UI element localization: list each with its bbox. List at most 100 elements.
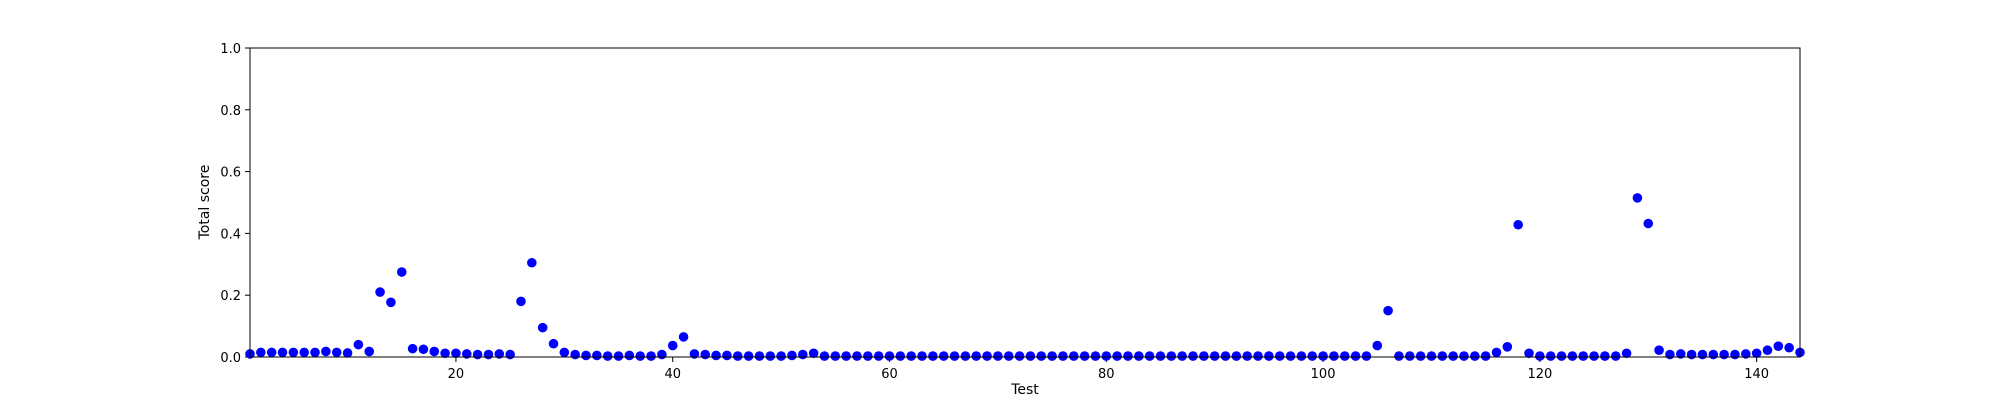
data-point [1578,351,1589,361]
data-point [1285,351,1296,361]
data-point [1112,351,1122,361]
data-point [1751,348,1762,359]
data-point [1415,351,1426,361]
data-point [570,349,580,360]
data-point [386,297,396,308]
x-tick-label: 60 [881,367,898,382]
data-point [602,351,613,361]
data-point [1535,351,1545,361]
data-point [364,346,375,357]
data-point [1166,351,1177,361]
data-point [1567,351,1578,361]
data-point [624,350,635,361]
data-point [765,351,776,361]
y-tick-label: 0.2 [220,289,241,304]
x-tick-label: 40 [664,367,681,382]
data-point [938,351,949,361]
data-point [1404,351,1415,361]
data-point [841,351,851,361]
data-point [1643,218,1654,229]
data-point [657,349,667,360]
data-point [1274,351,1285,361]
data-point [1079,351,1090,361]
data-point [1524,348,1534,359]
y-tick-label: 0.0 [220,351,241,366]
data-point [1632,193,1643,203]
data-point [993,351,1003,361]
data-point [1426,351,1437,361]
data-point [1719,349,1729,360]
data-point [971,351,982,361]
data-point [1090,351,1101,361]
data-point [646,351,656,361]
data-point [1264,351,1274,361]
data-point [613,351,624,361]
data-point [1621,348,1632,359]
data-point [1231,351,1242,361]
data-point [1459,351,1469,361]
data-point [353,339,364,350]
data-point [1589,351,1599,361]
data-point [472,349,483,360]
data-point [1350,351,1361,361]
data-point [1361,351,1372,361]
data-point [440,348,450,359]
data-point [342,348,353,358]
data-point [1654,345,1664,356]
data-point [743,351,754,361]
data-point [754,351,765,361]
data-point [1513,219,1523,230]
data-point [1437,351,1448,361]
data-point [732,351,743,361]
y-tick-label: 1.0 [220,42,241,57]
data-point [407,343,418,354]
y-axis-ticks: 0.0 0.2 0.4 0.6 0.8 1.0 [220,42,250,366]
data-point [277,347,288,358]
data-point [949,351,960,361]
data-point [960,351,971,361]
data-point [299,347,309,358]
data-point [483,349,494,360]
x-tick-label: 100 [1311,367,1336,382]
x-tick-label: 120 [1527,367,1552,382]
data-point [1318,351,1328,361]
data-point [494,349,505,359]
data-point [1188,351,1198,361]
data-point [1708,349,1719,360]
data-point [830,351,841,361]
data-point [418,344,429,355]
data-point [1242,351,1253,361]
data-point [667,340,678,351]
data-point [1741,349,1751,359]
data-point [906,351,916,361]
data-point [429,346,440,357]
data-point [537,322,548,333]
y-axis-label: Total score [197,165,213,241]
data-point [1730,349,1740,360]
data-point [1697,349,1708,360]
data-point [1448,351,1458,361]
data-point [1036,351,1047,361]
x-axis-label: Test [1010,382,1039,398]
data-point [516,296,526,307]
data-point [700,349,711,360]
data-point [288,347,299,358]
data-point [331,347,342,358]
data-point [1144,351,1155,361]
data-point [396,267,407,277]
data-point [873,351,884,361]
data-point [917,351,927,361]
data-point [1101,351,1112,361]
data-points [245,193,1805,361]
data-point [461,349,472,359]
data-point [266,347,277,358]
x-axis-ticks: 20 40 60 80 100 120 140 [448,357,1769,382]
data-point [797,349,808,360]
data-point [884,351,895,361]
data-point [1600,351,1610,361]
data-point [1003,351,1014,361]
data-point [1502,342,1513,352]
y-tick-label: 0.4 [220,227,241,242]
data-point [1675,349,1686,359]
data-point [1329,351,1339,361]
